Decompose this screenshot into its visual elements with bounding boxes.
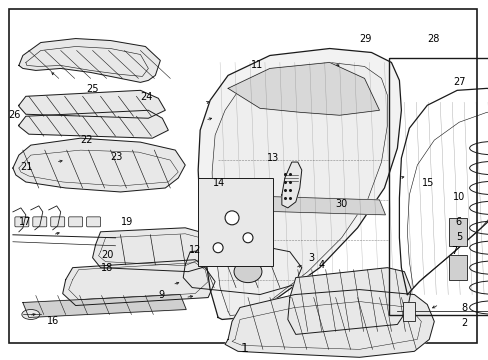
Polygon shape: [13, 138, 185, 192]
Polygon shape: [183, 245, 301, 294]
Text: 15: 15: [422, 178, 434, 188]
Text: 8: 8: [461, 303, 467, 314]
Text: 19: 19: [120, 217, 132, 227]
Text: 29: 29: [358, 35, 371, 44]
Text: 9: 9: [158, 290, 164, 300]
Ellipse shape: [22, 310, 40, 319]
Polygon shape: [19, 39, 160, 82]
Text: 7: 7: [450, 246, 456, 256]
Text: 6: 6: [455, 217, 461, 227]
Polygon shape: [23, 294, 186, 318]
Polygon shape: [212, 62, 386, 315]
Bar: [448, 255, 466, 280]
Text: 13: 13: [266, 153, 278, 163]
Polygon shape: [287, 268, 410, 334]
Polygon shape: [215, 195, 385, 215]
Text: 25: 25: [86, 84, 99, 94]
Text: 30: 30: [334, 199, 346, 210]
Text: 24: 24: [140, 92, 152, 102]
Text: 12: 12: [188, 245, 201, 255]
Text: 23: 23: [110, 152, 123, 162]
Polygon shape: [92, 228, 218, 272]
Polygon shape: [198, 49, 401, 319]
Bar: [448, 218, 466, 246]
Text: 14: 14: [213, 178, 225, 188]
Text: 27: 27: [453, 77, 465, 87]
FancyBboxPatch shape: [15, 217, 29, 227]
Polygon shape: [19, 90, 165, 118]
Ellipse shape: [234, 261, 262, 283]
FancyBboxPatch shape: [86, 217, 101, 227]
Text: 11: 11: [250, 59, 262, 69]
Text: 16: 16: [47, 316, 60, 325]
FancyBboxPatch shape: [51, 217, 64, 227]
Polygon shape: [224, 289, 433, 357]
Polygon shape: [62, 260, 215, 306]
Bar: [403, 302, 414, 321]
Bar: [388, 58, 488, 315]
Text: 28: 28: [427, 35, 439, 44]
Text: 17: 17: [19, 217, 31, 227]
Text: 26: 26: [8, 110, 20, 120]
Text: 20: 20: [101, 250, 113, 260]
Text: 4: 4: [318, 260, 324, 270]
Text: 1: 1: [240, 342, 248, 355]
Circle shape: [213, 243, 223, 253]
Text: 22: 22: [80, 135, 92, 145]
FancyBboxPatch shape: [33, 217, 47, 227]
Polygon shape: [19, 110, 168, 138]
Text: 18: 18: [101, 263, 113, 273]
Text: 5: 5: [455, 232, 461, 242]
Polygon shape: [281, 162, 301, 208]
Circle shape: [224, 211, 239, 225]
FancyBboxPatch shape: [68, 217, 82, 227]
Bar: [198, 178, 272, 266]
Circle shape: [243, 233, 252, 243]
Text: 10: 10: [452, 192, 464, 202]
Text: 21: 21: [20, 162, 32, 172]
Text: 3: 3: [308, 253, 314, 263]
Polygon shape: [227, 62, 379, 115]
Text: 2: 2: [461, 318, 467, 328]
